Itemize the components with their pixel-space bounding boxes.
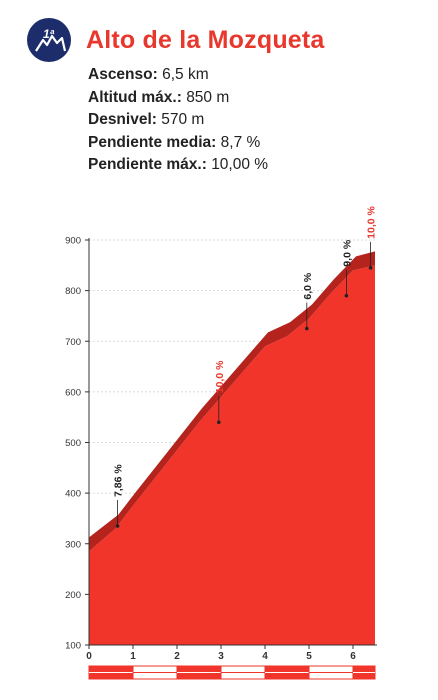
stat-row-ascenso: Ascenso: 6,5 km bbox=[88, 64, 268, 87]
stat-row-pendiente-max: Pendiente máx.: 10,00 % bbox=[88, 154, 268, 177]
stat-value: 10,00 % bbox=[211, 156, 269, 173]
stat-row-altitud: Altitud máx.: 850 m bbox=[88, 87, 268, 110]
stat-value: 570 m bbox=[161, 111, 205, 128]
stat-label: Ascenso: bbox=[88, 66, 158, 83]
stat-value: 6,5 km bbox=[162, 66, 209, 83]
annotation-dot bbox=[344, 293, 349, 298]
annotation-label: 7,86 % bbox=[113, 464, 125, 497]
stat-row-pendiente-media: Pendiente media: 8,7 % bbox=[88, 132, 268, 155]
y-tick-label: 700 bbox=[65, 337, 81, 348]
elevation-area bbox=[89, 265, 375, 645]
stat-label: Altitud máx.: bbox=[88, 88, 182, 106]
x-tick-label: 4 bbox=[262, 651, 268, 662]
x-tick-label: 5 bbox=[306, 651, 312, 662]
stat-row-desnivel: Desnivel: 570 m bbox=[88, 109, 268, 132]
annotation-label: 9,0 % bbox=[341, 239, 353, 267]
x-tick-label: 2 bbox=[174, 651, 180, 662]
category-badge: 1ª bbox=[27, 18, 71, 62]
x-tick-label: 0 bbox=[86, 651, 92, 662]
y-tick-label: 900 bbox=[65, 236, 81, 247]
annotation-dot bbox=[217, 420, 221, 425]
annotation-label: 10,0 % bbox=[366, 205, 378, 238]
y-tick-label: 600 bbox=[65, 387, 81, 398]
y-tick-label: 500 bbox=[65, 438, 81, 449]
annotation-dot bbox=[305, 326, 309, 331]
climb-stats: Ascenso: 6,5 km Altitud máx.: 850 m Desn… bbox=[88, 64, 268, 177]
x-tick-label: 3 bbox=[218, 651, 224, 662]
stat-label: Desnivel: bbox=[88, 111, 157, 128]
x-tick-label: 1 bbox=[130, 651, 136, 662]
stat-label: Pendiente máx.: bbox=[88, 156, 207, 173]
stat-value: 850 m bbox=[186, 88, 230, 106]
annotation-dot bbox=[368, 266, 373, 270]
stat-value: 8,7 % bbox=[220, 133, 261, 151]
annotation-label: 6,0 % bbox=[302, 272, 314, 300]
climb-title: Alto de la Mozqueta bbox=[86, 26, 325, 54]
mountain-icon: 1ª bbox=[35, 27, 67, 52]
y-tick-label: 300 bbox=[65, 539, 81, 550]
annotation-dot bbox=[115, 524, 120, 528]
y-tick-label: 800 bbox=[65, 286, 81, 297]
y-tick-label: 400 bbox=[65, 489, 81, 500]
y-tick-label: 100 bbox=[65, 641, 81, 652]
x-tick-label: 6 bbox=[350, 651, 356, 662]
stat-label: Pendiente media: bbox=[88, 133, 217, 151]
y-tick-label: 200 bbox=[65, 590, 81, 601]
annotation-label: 10,0 % bbox=[214, 360, 226, 393]
category-label: 1ª bbox=[43, 27, 55, 41]
